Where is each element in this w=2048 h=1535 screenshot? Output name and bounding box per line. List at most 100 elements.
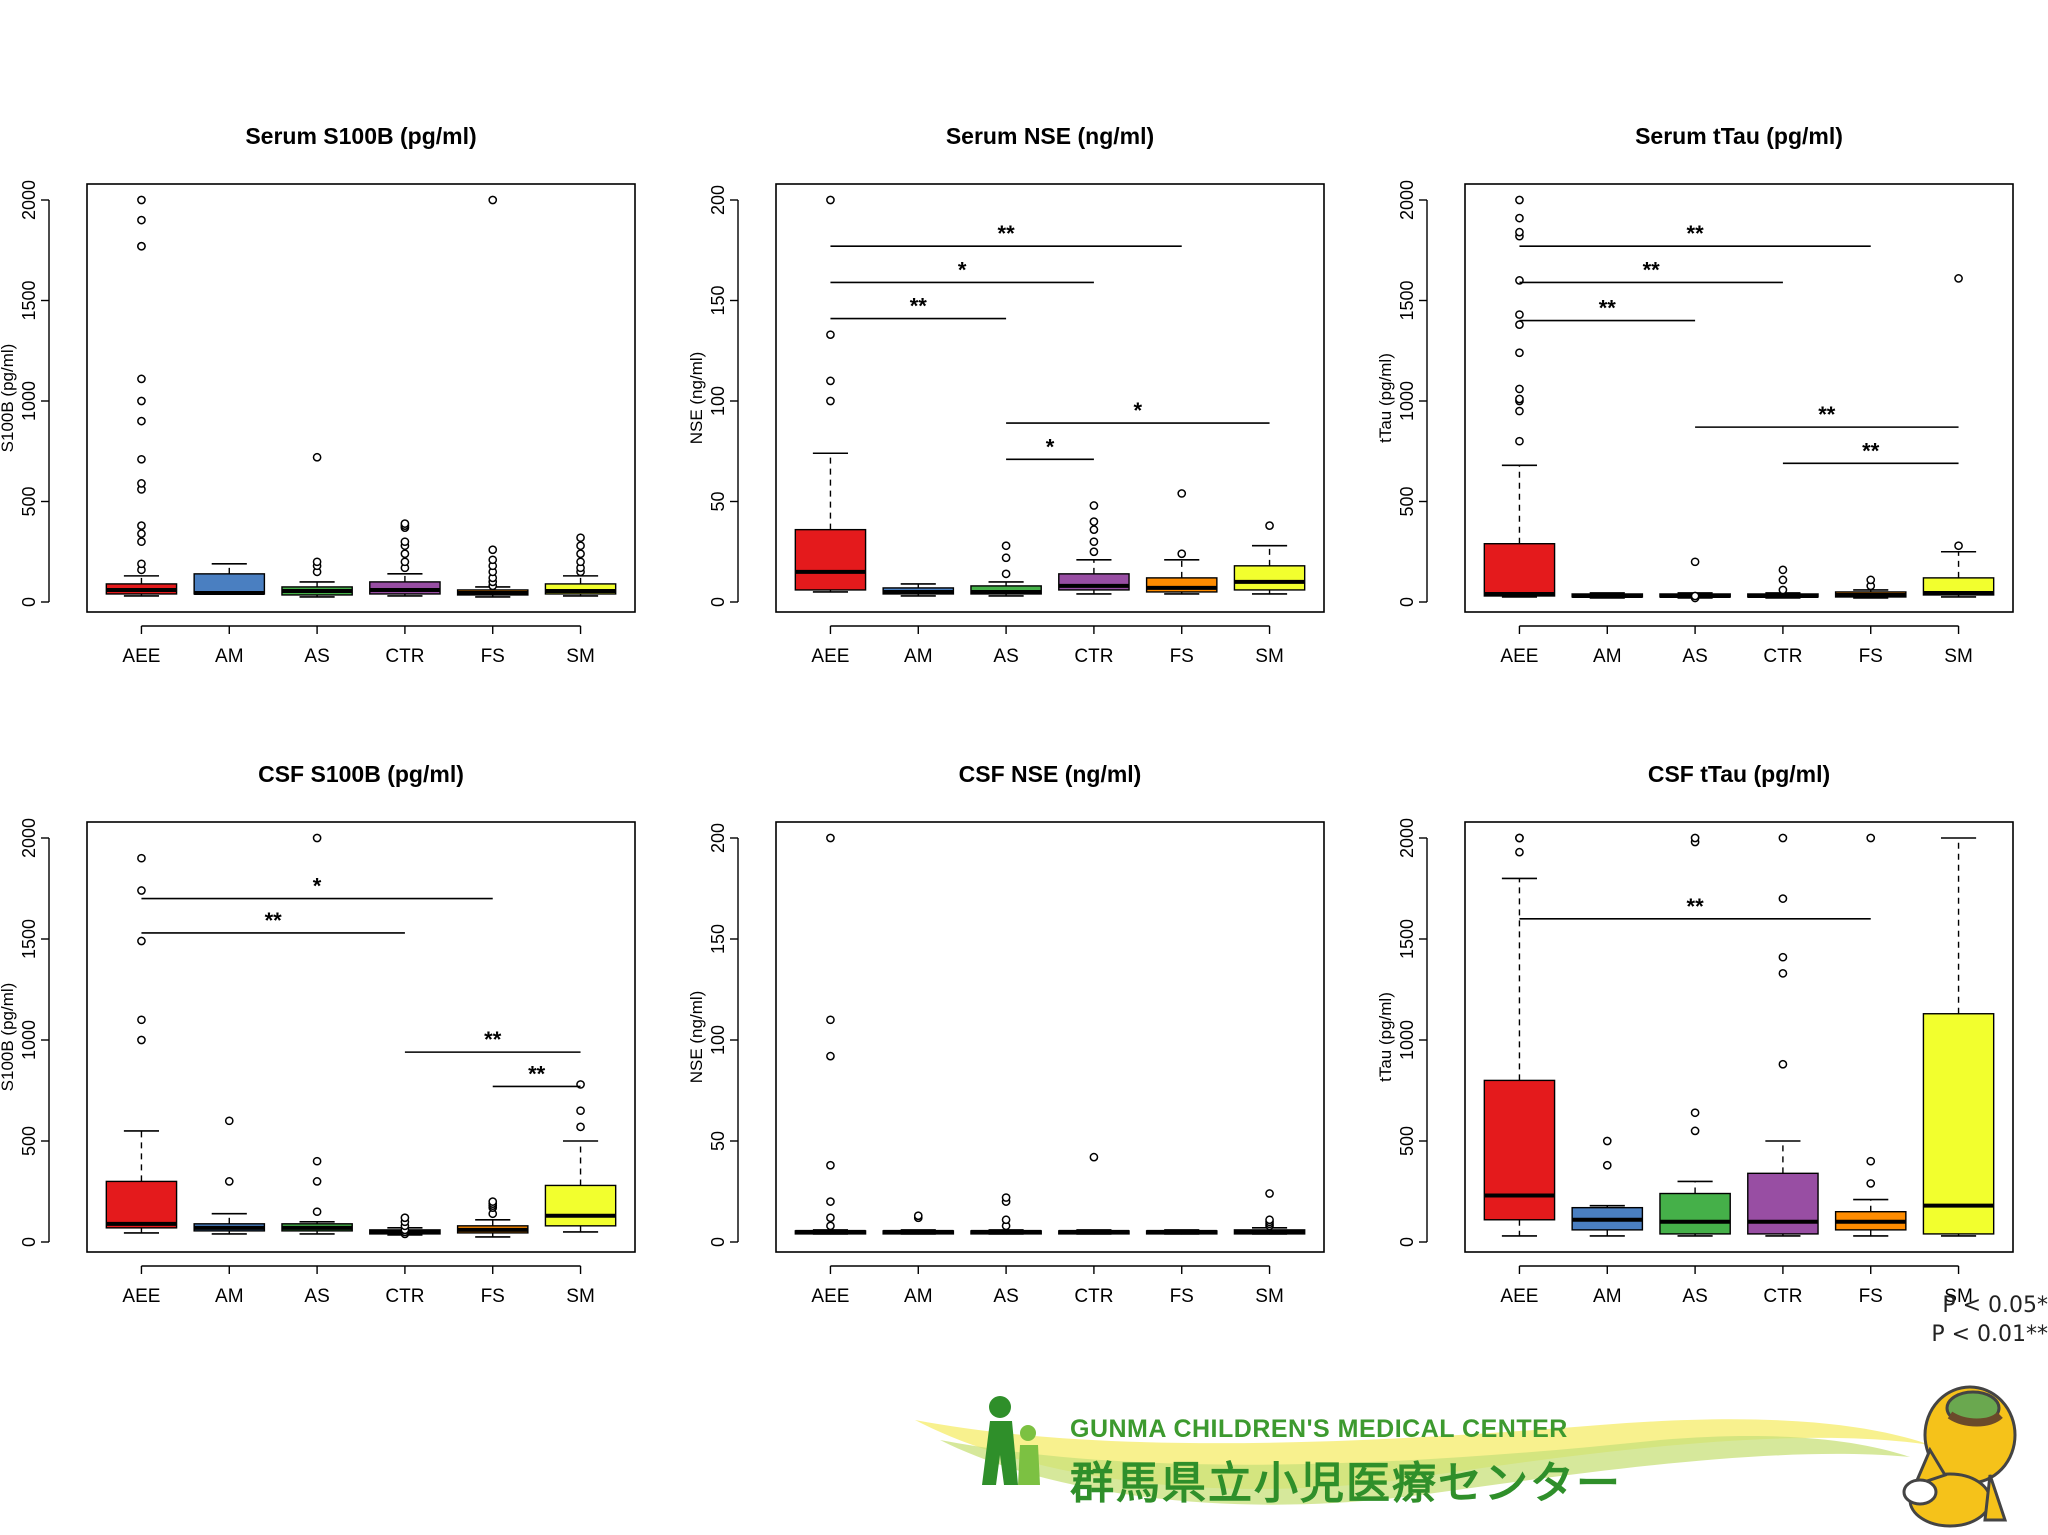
y-tick-label: 150 <box>708 924 728 954</box>
box-fs <box>456 1197 529 1238</box>
outlier-point <box>1690 557 1700 567</box>
y-tick-label: 100 <box>708 1025 728 1055</box>
x-tick-label: CTR <box>1763 1286 1802 1307</box>
outlier-point <box>1001 1215 1011 1225</box>
x-tick-label: AS <box>1682 1286 1707 1307</box>
significance-label: ** <box>910 294 928 319</box>
outlier-point <box>1177 549 1187 559</box>
chart-title: Serum NSE (ng/ml) <box>946 123 1154 149</box>
x-tick-label: AM <box>215 646 244 667</box>
x-tick-label: SM <box>566 1286 595 1307</box>
outlier-point <box>137 559 146 569</box>
outlier-point <box>1089 547 1099 557</box>
x-tick-label: SM <box>566 646 595 667</box>
outlier-point <box>137 396 146 406</box>
outlier-point <box>137 853 146 863</box>
x-tick-label: SM <box>1944 646 1973 667</box>
box-as <box>970 1193 1042 1235</box>
x-tick-label: AS <box>1682 646 1707 667</box>
outlier-point <box>312 1177 322 1186</box>
outlier-point <box>826 195 835 205</box>
y-tick-label: 1500 <box>1397 919 1417 959</box>
box-ctr <box>1058 501 1130 595</box>
plot-frame <box>86 183 636 613</box>
chart-title: CSF S100B (pg/ml) <box>258 761 464 787</box>
outlier-point <box>488 195 498 205</box>
box-body <box>369 581 441 595</box>
box-am <box>193 563 266 595</box>
significance-label: ** <box>1599 296 1617 321</box>
box-am <box>1571 1136 1644 1237</box>
outlier-point <box>137 374 146 384</box>
significance-label: ** <box>1643 257 1661 282</box>
outlier-point <box>488 545 498 555</box>
legend-p05: P < 0.05* <box>1942 1293 2048 1318</box>
outlier-point <box>1001 541 1011 551</box>
y-axis-label: NSE (ng/ml) <box>687 352 706 445</box>
outlier-point <box>400 537 410 547</box>
logo-japanese-name: 群馬県立小児医療センター <box>1070 1458 1622 1509</box>
x-tick-label: CTR <box>1763 646 1802 667</box>
significance-label: ** <box>1862 438 1880 463</box>
box-aee <box>794 833 867 1235</box>
y-tick-label: 0 <box>708 1237 728 1247</box>
y-tick-label: 200 <box>708 185 728 215</box>
outlier-point <box>576 549 585 559</box>
chart-panel: Serum S100B (pg/ml) S100B (pg/ml) 0 500 1000… <box>0 123 636 667</box>
significance-label: ** <box>1687 221 1705 246</box>
box-body <box>1659 1192 1731 1235</box>
significance-label: * <box>1046 434 1055 459</box>
y-tick-label: 500 <box>19 1126 39 1156</box>
y-tick-label: 500 <box>1397 486 1417 516</box>
outlier-point <box>576 533 585 543</box>
logo-english-name: GUNMA CHILDREN'S MEDICAL CENTER <box>1070 1415 1568 1443</box>
significance-label: * <box>313 874 322 899</box>
chart-panel: CSF NSE (ng/ml) NSE (ng/ml) 0 50 100 150 200 AE… <box>687 761 1325 1307</box>
x-tick-label: CTR <box>385 646 424 667</box>
outlier-point <box>1690 591 1700 601</box>
x-tick-label: FS <box>1859 1286 1883 1307</box>
outlier-point <box>224 1177 234 1186</box>
outlier-point <box>1690 1126 1700 1136</box>
box-aee <box>1483 195 1556 598</box>
significance-label: ** <box>1818 402 1836 427</box>
box-as <box>1659 833 1731 1237</box>
box-fs <box>1834 833 1907 1237</box>
y-tick-label: 1500 <box>19 919 39 959</box>
box-body <box>105 1180 178 1229</box>
box-am <box>1571 592 1644 599</box>
outlier-point <box>224 1116 234 1126</box>
x-tick-label: AS <box>304 646 329 667</box>
outlier-point <box>1515 847 1524 857</box>
y-tick-label: 1000 <box>19 381 39 421</box>
footer-logo: GUNMA CHILDREN'S MEDICAL CENTER 群馬県立小児医療… <box>900 1385 2048 1535</box>
y-tick-label: 0 <box>19 1237 39 1247</box>
outlier-point <box>137 479 146 488</box>
significance-label: * <box>958 257 967 282</box>
outlier-point <box>1778 565 1788 575</box>
box-sm <box>1233 521 1306 595</box>
box-body <box>1747 1172 1819 1235</box>
outlier-point <box>137 241 146 251</box>
x-tick-label: FS <box>481 646 505 667</box>
significance-label: ** <box>265 908 283 933</box>
x-tick-label: AEE <box>811 646 849 667</box>
y-tick-label: 0 <box>708 597 728 607</box>
outlier-point <box>1515 320 1524 329</box>
significance-label: * <box>1134 398 1143 423</box>
outlier-point <box>576 541 585 551</box>
x-tick-label: CTR <box>1074 646 1113 667</box>
box-body <box>1233 565 1306 591</box>
outlier-point <box>400 549 410 559</box>
plot-frame <box>1464 821 2014 1253</box>
box-aee <box>1483 833 1556 1237</box>
outlier-point <box>1001 569 1011 579</box>
box-am <box>882 583 955 597</box>
box-aee <box>105 195 178 597</box>
box-fs <box>1145 1229 1218 1235</box>
x-tick-label: AS <box>304 1286 329 1307</box>
outlier-point <box>1778 1059 1788 1069</box>
y-tick-label: 1000 <box>1397 1020 1417 1060</box>
outlier-point <box>1089 537 1099 547</box>
outlier-point <box>400 557 410 567</box>
